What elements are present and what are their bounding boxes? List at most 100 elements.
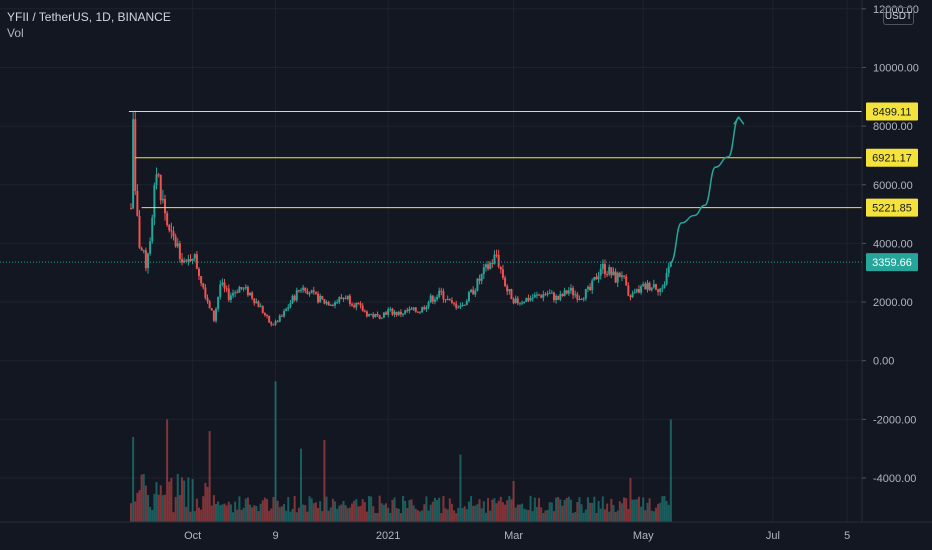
- candle-body: [232, 293, 235, 296]
- candle-body: [412, 307, 415, 310]
- candle-body: [627, 285, 630, 296]
- x-tick-label: 5: [844, 530, 850, 542]
- currency-button[interactable]: USDT: [883, 7, 914, 25]
- volume-bar: [423, 504, 426, 522]
- y-tick-label: 2000.00: [873, 297, 913, 309]
- candle-body: [640, 286, 643, 293]
- volume-bar: [200, 509, 203, 522]
- candle-body: [625, 276, 628, 286]
- candle-body: [572, 288, 575, 296]
- candle-body: [240, 287, 243, 289]
- candle-body: [147, 253, 150, 269]
- level-price-tag: [866, 102, 918, 121]
- volume-bar: [444, 508, 447, 522]
- volume-bar: [603, 509, 606, 522]
- candle-body: [606, 274, 609, 276]
- candle-body: [317, 293, 320, 303]
- candle-body: [132, 119, 135, 209]
- volume-bar: [327, 510, 330, 522]
- volume-bar: [161, 495, 164, 522]
- candle-body: [472, 289, 475, 295]
- candle-body: [436, 296, 439, 300]
- candle-body: [597, 275, 600, 280]
- candle-body: [654, 284, 657, 290]
- candle-body: [166, 213, 169, 226]
- candle-body: [457, 307, 460, 309]
- volume-bar: [533, 497, 536, 522]
- volume-bar: [582, 512, 585, 522]
- volume-bar: [637, 496, 640, 522]
- candle-body: [191, 258, 194, 262]
- candle-body: [336, 302, 339, 304]
- projection-path: [670, 116, 740, 263]
- candle-body: [259, 306, 262, 308]
- volume-bar: [319, 501, 322, 522]
- candle-body: [217, 296, 220, 309]
- volume-bar: [474, 505, 477, 522]
- volume-bar: [287, 496, 290, 522]
- volume-bar: [574, 511, 577, 522]
- candle-body: [646, 282, 649, 290]
- candle-body: [289, 303, 292, 308]
- volume-bar: [387, 507, 390, 522]
- candle-body: [210, 308, 213, 311]
- volume-bar: [334, 501, 337, 522]
- volume-bar: [285, 510, 288, 522]
- candle-body: [419, 312, 422, 314]
- volume-bar: [493, 498, 496, 522]
- candle-body: [176, 243, 179, 247]
- candle-body: [470, 289, 473, 293]
- volume-bar: [480, 508, 483, 522]
- candle-body: [300, 290, 303, 292]
- candle-body: [595, 277, 598, 280]
- candle-body: [495, 254, 498, 256]
- candle-body: [200, 276, 203, 284]
- volume-bar: [476, 504, 479, 522]
- volume-bar: [353, 500, 356, 522]
- x-tick-label: Mar: [504, 530, 523, 542]
- candle-body: [652, 284, 655, 288]
- candle-body: [170, 230, 173, 232]
- candle-body: [219, 284, 222, 297]
- candle-body: [635, 289, 638, 292]
- volume-bar: [312, 503, 315, 522]
- candle-body: [144, 250, 147, 269]
- candle-body: [637, 289, 640, 293]
- candle-body: [416, 311, 419, 313]
- volume-bar: [659, 502, 662, 522]
- candle-body: [608, 267, 611, 275]
- candle-body: [580, 298, 583, 300]
- volume-bar: [138, 490, 141, 522]
- volume-bar: [193, 511, 196, 522]
- volume-bar: [410, 499, 413, 522]
- candle-body: [355, 302, 358, 308]
- candle-body: [338, 297, 341, 303]
- volume-bar: [155, 482, 158, 522]
- candle-body: [512, 299, 515, 304]
- candle-body: [208, 301, 211, 309]
- candle-body: [306, 291, 309, 295]
- candle-body: [410, 308, 413, 310]
- volume-bar: [499, 496, 502, 522]
- volume-bar: [344, 505, 347, 522]
- volume-bar: [283, 503, 286, 522]
- volume-bar: [176, 473, 179, 522]
- candle-body: [514, 298, 517, 304]
- volume-bar: [518, 504, 521, 522]
- volume-bar: [325, 496, 328, 522]
- candle-body: [291, 295, 294, 304]
- candle-body: [555, 295, 558, 301]
- volume-bar: [187, 477, 190, 522]
- volume-bar: [591, 502, 594, 522]
- volume-bar: [170, 477, 173, 522]
- volume-bar: [406, 508, 409, 522]
- candle-body: [593, 277, 596, 281]
- candle-body: [444, 299, 447, 301]
- candle-body: [661, 287, 664, 289]
- volume-bar: [484, 512, 487, 522]
- candle-body: [450, 300, 453, 303]
- volume-bar: [172, 512, 175, 522]
- candle-body: [429, 295, 432, 303]
